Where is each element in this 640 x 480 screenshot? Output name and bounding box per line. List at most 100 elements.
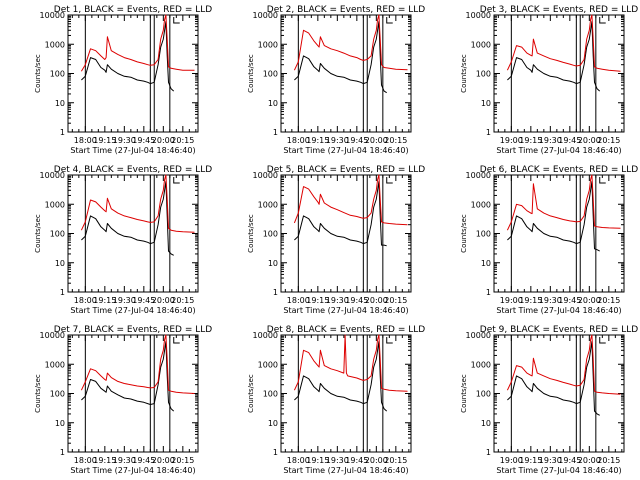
- x-tick-label: 19:30: [113, 296, 136, 305]
- y-tick-label: 1: [273, 288, 278, 297]
- events-series-line: [294, 181, 387, 247]
- x-axis-label: Start Time (27-Jul-04 18:46:40): [70, 306, 195, 315]
- y-tick-label: 1: [60, 288, 65, 297]
- panel-3: 1 10 100 1000 10000 19:0019:1519:3019:4520:00…: [460, 5, 638, 155]
- x-tick-label: 19:45: [132, 136, 155, 145]
- x-tick-label: 20:00: [578, 456, 601, 465]
- y-tick-label: 10: [268, 99, 278, 108]
- events-series-line: [294, 21, 387, 94]
- x-tick-label: 19:45: [345, 456, 368, 465]
- x-axis-label: Start Time (27-Jul-04 18:46:40): [283, 306, 408, 315]
- x-axis-label: Start Time (27-Jul-04 18:46:40): [70, 466, 195, 475]
- x-tick-label: 20:00: [152, 296, 175, 305]
- x-tick-label: 20:15: [597, 136, 620, 145]
- y-axis-label: Counts/sec: [460, 374, 468, 413]
- x-tick-label: 20:15: [384, 296, 407, 305]
- x-tick-label: 18:00: [287, 296, 310, 305]
- x-tick-label: 20:15: [384, 136, 407, 145]
- lld-series-line: [80, 174, 195, 233]
- marker-glyph: [386, 17, 393, 24]
- y-axis-label: Counts/sec: [34, 374, 42, 413]
- y-tick-label: 1000: [45, 200, 65, 209]
- x-tick-label: 19:30: [113, 456, 136, 465]
- events-series-line: [507, 341, 600, 416]
- y-tick-label: 10000: [466, 171, 491, 180]
- panel-6: 1 10 100 1000 10000 19:0019:1519:3019:4520:00…: [460, 165, 638, 315]
- x-tick-label: 20:15: [171, 456, 194, 465]
- panel-title: Det 4, BLACK = Events, RED = LLD: [54, 165, 213, 175]
- panel-9: 1 10 100 1000 10000 19:0019:1519:3019:4520:00…: [460, 325, 638, 475]
- marker-glyph: [173, 17, 180, 24]
- x-tick-label: 20:00: [365, 136, 388, 145]
- x-tick-label: 19:30: [326, 136, 349, 145]
- panel-4: 1 10 100 1000 10000 18:0019:1519:3019:4520:00…: [34, 165, 212, 315]
- x-tick-label: 20:15: [384, 456, 407, 465]
- x-tick-label: 19:00: [500, 296, 523, 305]
- marker-glyph: [386, 177, 393, 184]
- lld-series-line: [80, 334, 195, 394]
- plot-frame: [67, 174, 199, 293]
- x-tick-label: 19:45: [558, 136, 581, 145]
- y-tick-label: 1000: [258, 40, 278, 49]
- panel-title: Det 3, BLACK = Events, RED = LLD: [480, 5, 639, 15]
- x-tick-label: 19:15: [93, 456, 116, 465]
- marker-glyph: [173, 337, 180, 344]
- x-axis-label: Start Time (27-Jul-04 18:46:40): [496, 146, 621, 155]
- panel-title: Det 7, BLACK = Events, RED = LLD: [54, 325, 213, 335]
- x-tick-label: 19:45: [558, 456, 581, 465]
- events-series-line: [81, 181, 174, 256]
- x-tick-label: 19:30: [539, 136, 562, 145]
- x-tick-label: 18:00: [287, 136, 310, 145]
- y-tick-label: 1: [60, 448, 65, 457]
- plot-frame: [280, 174, 412, 293]
- x-tick-label: 19:00: [500, 136, 523, 145]
- x-tick-label: 19:15: [519, 296, 542, 305]
- x-axis-label: Start Time (27-Jul-04 18:46:40): [70, 146, 195, 155]
- x-axis-label: Start Time (27-Jul-04 18:46:40): [283, 146, 408, 155]
- y-tick-label: 100: [50, 70, 65, 79]
- x-tick-label: 20:00: [365, 296, 388, 305]
- panel-2: 1 10 100 1000 10000 18:0019:1519:3019:4520:00…: [247, 5, 425, 155]
- x-tick-label: 19:30: [326, 296, 349, 305]
- y-tick-label: 10000: [253, 11, 278, 20]
- y-tick-label: 100: [476, 390, 491, 399]
- x-tick-label: 20:00: [152, 456, 175, 465]
- x-tick-label: 19:00: [500, 456, 523, 465]
- y-tick-label: 10: [268, 419, 278, 428]
- plot-frame: [67, 14, 199, 133]
- y-tick-label: 100: [476, 70, 491, 79]
- lld-series-line: [506, 334, 621, 395]
- x-tick-label: 20:00: [365, 456, 388, 465]
- lld-series-line: [293, 14, 408, 71]
- x-tick-label: 20:15: [171, 296, 194, 305]
- marker-glyph: [599, 17, 606, 24]
- x-tick-label: 19:15: [306, 296, 329, 305]
- y-tick-label: 10: [481, 419, 491, 428]
- y-tick-label: 10000: [253, 171, 278, 180]
- x-tick-label: 20:00: [578, 136, 601, 145]
- lld-series-line: [293, 334, 408, 392]
- x-axis-label: Start Time (27-Jul-04 18:46:40): [496, 306, 621, 315]
- y-tick-label: 100: [263, 70, 278, 79]
- panel-title: Det 9, BLACK = Events, RED = LLD: [480, 325, 639, 335]
- panel-title: Det 2, BLACK = Events, RED = LLD: [267, 5, 426, 15]
- panel-8: 1 10 100 1000 10000 18:0019:1519:3019:4520:00…: [247, 325, 425, 475]
- x-axis-label: Start Time (27-Jul-04 18:46:40): [283, 466, 408, 475]
- panel-title: Det 6, BLACK = Events, RED = LLD: [480, 165, 639, 175]
- y-tick-label: 100: [263, 230, 278, 239]
- plot-frame: [493, 14, 625, 133]
- y-tick-label: 100: [476, 230, 491, 239]
- panel-title: Det 8, BLACK = Events, RED = LLD: [267, 325, 426, 335]
- events-series-line: [81, 21, 175, 92]
- x-tick-label: 19:15: [93, 136, 116, 145]
- x-tick-label: 18:00: [74, 296, 97, 305]
- y-tick-label: 10000: [253, 331, 278, 340]
- y-tick-label: 10000: [466, 11, 491, 20]
- events-series-line: [507, 181, 600, 252]
- y-tick-label: 1000: [258, 200, 278, 209]
- y-tick-label: 1: [486, 448, 491, 457]
- x-tick-label: 19:15: [519, 456, 542, 465]
- y-tick-label: 100: [263, 390, 278, 399]
- panel-title: Det 1, BLACK = Events, RED = LLD: [54, 5, 213, 15]
